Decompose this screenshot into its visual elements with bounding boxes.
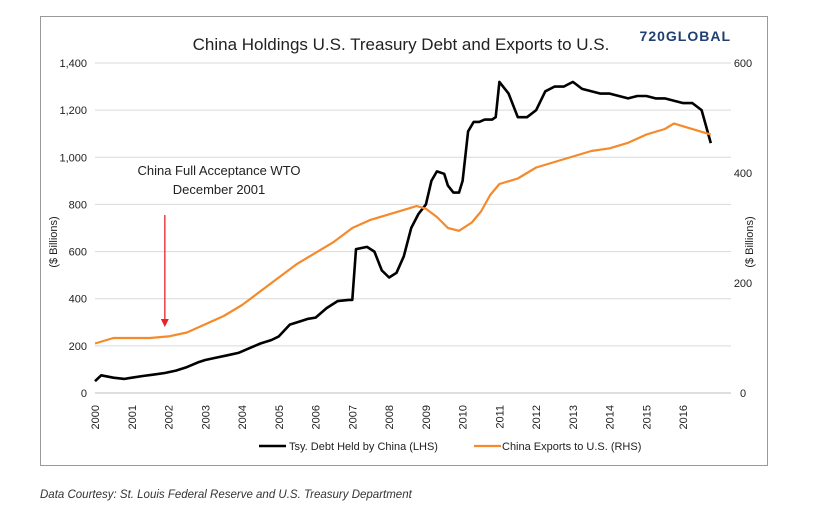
x-tick-label: 2000 — [90, 405, 102, 429]
y-tick-label-left: 200 — [69, 341, 87, 353]
annotation-line-1: China Full Acceptance WTO — [137, 163, 300, 178]
annotation-line-2: December 2001 — [173, 182, 266, 197]
series-lines — [94, 80, 713, 383]
chart-title: China Holdings U.S. Treasury Debt and Ex… — [193, 35, 610, 54]
gridlines — [95, 62, 731, 394]
x-ticks: 2000 2001 2002 2003 2004 2005 2006 2007 2008 2009… — [90, 405, 690, 429]
x-tick-label: 2009 — [421, 405, 433, 429]
y-ticks-left: 0 200 400 600 800 1,000 1,200 1,400 — [59, 58, 87, 400]
chart-frame: China Holdings U.S. Treasury Debt and Ex… — [40, 16, 768, 466]
x-tick-label: 2015 — [641, 405, 653, 429]
x-tick-label: 2011 — [494, 405, 506, 429]
x-tick-label: 2004 — [237, 405, 249, 429]
y-tick-label-left: 1,000 — [59, 152, 87, 164]
x-tick-label: 2006 — [311, 405, 323, 429]
x-tick-label: 2010 — [458, 405, 470, 429]
y-tick-label-left: 0 — [81, 388, 87, 400]
y-axis-label-right: ($ Billions) — [744, 216, 756, 267]
x-tick-label: 2013 — [568, 405, 580, 429]
y-tick-label-left: 400 — [69, 294, 87, 306]
x-tick-label: 2002 — [164, 405, 176, 429]
logo: 720GLOBAL — [640, 28, 731, 44]
y-tick-label-left: 600 — [69, 247, 87, 259]
y-tick-label-right: 600 — [734, 58, 752, 70]
x-tick-label: 2012 — [531, 405, 543, 429]
y-tick-label-left: 800 — [69, 199, 87, 211]
y-tick-label-right: 0 — [740, 388, 746, 400]
x-tick-label: 2008 — [384, 405, 396, 429]
y-tick-label-right: 200 — [734, 278, 752, 290]
y-tick-label-left: 1,200 — [59, 105, 87, 117]
x-tick-label: 2016 — [678, 405, 690, 429]
x-tick-label: 2005 — [274, 405, 286, 429]
y-ticks-right: 0 200 400 600 — [734, 58, 752, 400]
y-tick-label-right: 400 — [734, 168, 752, 180]
legend-label-treasury: Tsy. Debt Held by China (LHS) — [289, 441, 438, 453]
x-tick-label: 2007 — [347, 405, 359, 429]
y-axis-label-left: ($ Billions) — [48, 216, 60, 267]
exports-line — [94, 122, 712, 345]
treasury-debt-line — [94, 80, 713, 383]
chart-svg: China Holdings U.S. Treasury Debt and Ex… — [48, 28, 756, 453]
x-tick-label: 2001 — [127, 405, 139, 429]
caption: Data Courtesy: St. Louis Federal Reserve… — [40, 489, 412, 501]
wto-annotation: China Full Acceptance WTO December 2001 — [137, 163, 301, 327]
annotation-arrowhead — [160, 319, 169, 327]
legend: Tsy. Debt Held by China (LHS) China Expor… — [259, 441, 641, 453]
y-tick-label-left: 1,400 — [59, 58, 87, 70]
legend-label-exports: China Exports to U.S. (RHS) — [502, 441, 641, 453]
x-tick-label: 2003 — [200, 405, 212, 429]
x-tick-label: 2014 — [605, 405, 617, 429]
